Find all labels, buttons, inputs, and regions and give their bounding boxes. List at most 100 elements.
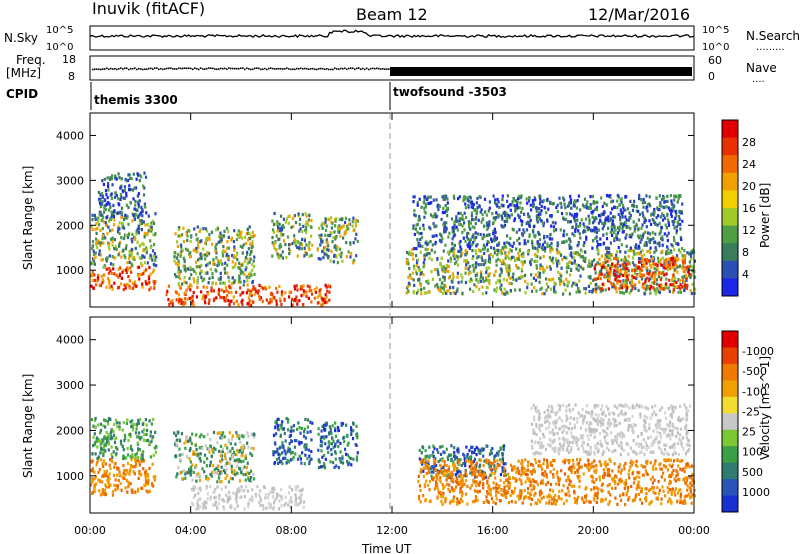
echo-cell — [107, 442, 111, 446]
echo-cell — [478, 195, 481, 199]
echo-cell — [631, 256, 635, 260]
echo-cell — [256, 485, 259, 489]
echo-cell — [508, 248, 511, 252]
echo-cell — [653, 210, 656, 214]
echo-cell — [184, 446, 187, 450]
echo-cell — [247, 231, 250, 235]
echo-cell — [444, 243, 447, 247]
echo-cell — [663, 232, 666, 236]
echo-cell — [653, 289, 656, 293]
echo-cell — [501, 198, 504, 202]
echo-cell — [591, 229, 594, 233]
echo-cell — [324, 457, 327, 461]
echo-cell — [622, 203, 625, 208]
echo-cell — [242, 459, 245, 463]
echo-cell — [176, 256, 179, 260]
echo-cell — [140, 261, 143, 265]
echo-cell — [426, 247, 430, 251]
echo-cell — [94, 251, 97, 255]
echo-cell — [648, 232, 652, 236]
echo-cell — [93, 477, 96, 481]
echo-cell — [672, 263, 675, 267]
echo-cell — [457, 255, 460, 259]
echo-cell — [356, 436, 359, 440]
echo-cell — [213, 490, 216, 494]
echo-cell — [197, 487, 200, 491]
echo-cell — [346, 434, 349, 438]
echo-cell — [673, 248, 676, 252]
echo-cell — [489, 464, 493, 468]
echo-cell — [467, 220, 470, 224]
echo-cell — [604, 216, 608, 220]
echo-cell — [280, 245, 283, 249]
echo-cell — [679, 194, 682, 198]
echo-cell — [143, 255, 146, 259]
echo-cell — [291, 488, 294, 492]
echo-cell — [98, 489, 101, 493]
echo-cell — [125, 216, 128, 220]
echo-cell — [693, 259, 696, 263]
echo-cell — [530, 273, 533, 277]
echo-cell — [119, 472, 122, 477]
echo-cell — [630, 248, 633, 253]
echo-cell — [103, 469, 106, 474]
echo-cell — [247, 505, 250, 509]
echo-cell — [659, 215, 662, 219]
echo-cell — [554, 290, 557, 294]
echo-cell — [194, 249, 197, 253]
echo-cell — [253, 433, 256, 437]
echo-cell — [434, 215, 437, 219]
echo-cell — [97, 216, 100, 220]
echo-cell — [297, 214, 300, 218]
echo-cell — [418, 197, 421, 201]
freq-point — [146, 68, 148, 71]
echo-cell — [151, 437, 154, 441]
echo-cell — [135, 232, 138, 236]
echo-cell — [659, 259, 662, 264]
echo-cell — [415, 254, 418, 258]
echo-cell — [672, 273, 675, 277]
freq-point — [208, 67, 210, 69]
echo-cell — [656, 206, 659, 210]
echo-cell — [260, 285, 263, 289]
echo-cell — [439, 262, 442, 266]
echo-cell — [339, 255, 343, 259]
echo-cell — [589, 275, 592, 279]
echo-cell — [97, 190, 100, 194]
freq-point — [140, 68, 142, 70]
echo-cell — [280, 426, 283, 430]
echo-cell — [649, 272, 652, 277]
echo-cell — [599, 289, 602, 294]
echo-cell — [667, 251, 670, 255]
echo-cell — [276, 229, 279, 233]
echo-cell — [569, 245, 572, 250]
echo-cell — [428, 252, 431, 256]
echo-cell — [291, 457, 294, 461]
echo-cell — [463, 211, 466, 215]
echo-cell — [462, 461, 465, 466]
echo-cell — [627, 269, 630, 273]
freq-point — [218, 68, 220, 70]
echo-cell — [133, 186, 136, 190]
freq-point — [380, 68, 382, 70]
colorbar-swatch — [722, 243, 738, 262]
echo-cell — [617, 256, 620, 260]
echo-cell — [298, 222, 301, 226]
echo-cell — [507, 274, 511, 279]
echo-cell — [105, 192, 108, 197]
echo-cell — [558, 196, 561, 200]
echo-cell — [228, 462, 232, 466]
freq-point — [204, 68, 206, 70]
echo-cell — [327, 244, 330, 248]
echo-cell — [137, 205, 140, 209]
echo-cell — [576, 253, 579, 257]
echo-cell — [128, 184, 131, 188]
echo-cell — [549, 287, 553, 291]
echo-cell — [591, 290, 594, 294]
echo-cell — [90, 261, 93, 265]
echo-cell — [626, 275, 629, 279]
echo-cell — [295, 243, 298, 248]
echo-cell — [575, 222, 578, 226]
echo-cell — [129, 446, 132, 450]
echo-cell — [624, 269, 627, 273]
